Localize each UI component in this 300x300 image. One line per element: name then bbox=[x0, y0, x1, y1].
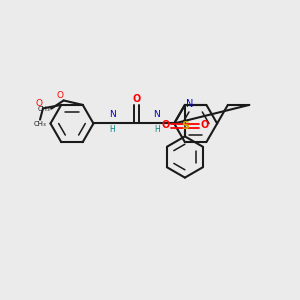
Text: H: H bbox=[154, 125, 160, 134]
Text: O: O bbox=[200, 120, 209, 130]
Text: CH₃: CH₃ bbox=[34, 122, 46, 128]
Text: H: H bbox=[109, 125, 115, 134]
Text: O: O bbox=[36, 98, 43, 107]
Text: O: O bbox=[161, 120, 169, 130]
Text: N: N bbox=[186, 99, 194, 109]
Text: N: N bbox=[154, 110, 160, 119]
Text: N: N bbox=[109, 110, 116, 119]
Text: CH₃: CH₃ bbox=[37, 106, 50, 112]
Text: S: S bbox=[181, 121, 189, 131]
Text: O: O bbox=[57, 91, 64, 100]
Text: O: O bbox=[133, 94, 141, 104]
